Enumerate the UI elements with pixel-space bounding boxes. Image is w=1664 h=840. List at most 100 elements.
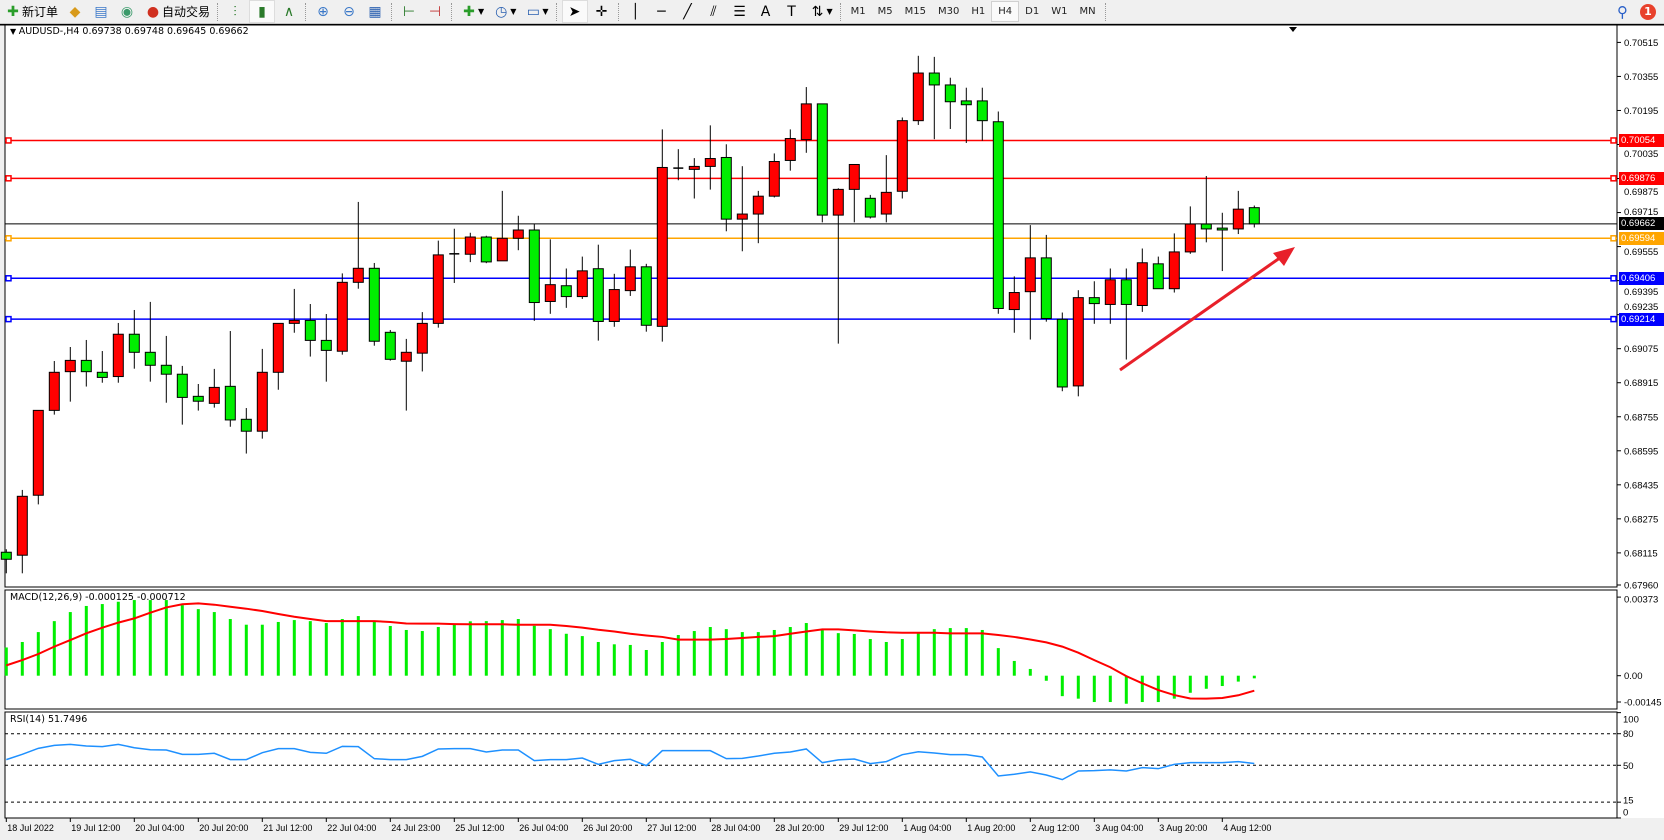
equidistant-channel-button[interactable]: ⫽	[702, 1, 726, 22]
candle-body	[384, 331, 396, 360]
macd-histogram-bar	[1028, 668, 1032, 676]
macd-histogram-bar	[260, 624, 264, 676]
candle	[112, 322, 124, 383]
auto-trading-button[interactable]: ● 自动交易	[141, 1, 213, 22]
macd-histogram-bar	[1092, 675, 1096, 703]
candle-body	[896, 120, 908, 192]
notification-badge[interactable]: 1	[1640, 3, 1656, 20]
macd-histogram-bar	[1140, 675, 1144, 703]
macd-histogram-bar	[468, 621, 472, 676]
price-tick-label: 0.68435	[1624, 480, 1658, 491]
periods-button[interactable]: ◷ ▼	[489, 1, 519, 22]
macd-histogram-bar	[804, 623, 808, 676]
timeframe-m1[interactable]: M1	[850, 6, 866, 17]
candle-body	[144, 351, 156, 366]
price-tick-label: 0.68115	[1624, 548, 1658, 559]
chart-window[interactable]: 0.70515 0.70355 0.70195 0.70035 0.69875 0.697…	[0, 24, 1664, 840]
zoom-out-button[interactable]: ⊖	[337, 1, 361, 22]
timeframe-w1[interactable]: W1	[1051, 6, 1068, 17]
candle-body	[944, 84, 956, 103]
vertical-line-button[interactable]: │	[624, 1, 648, 22]
macd-histogram-bar	[532, 625, 536, 676]
candle	[400, 338, 412, 411]
macd-histogram-bar	[244, 624, 248, 676]
cursor-button[interactable]: ➤	[561, 0, 588, 23]
candle	[336, 273, 348, 355]
fibonacci-button[interactable]: ☰	[728, 1, 752, 22]
candle-body	[336, 281, 348, 352]
candle	[688, 158, 700, 199]
timeframe-d1[interactable]: D1	[1025, 6, 1040, 17]
tile-windows-button[interactable]: ▦	[363, 1, 387, 22]
arrows-button[interactable]: ⇅ ▼	[806, 1, 836, 22]
candle-body	[576, 270, 588, 298]
candle	[32, 409, 44, 505]
toolbar-separator	[839, 2, 842, 21]
autoscroll-button[interactable]: ⊣	[423, 1, 447, 22]
candle-body	[640, 266, 652, 326]
candle	[449, 228, 460, 283]
macd-histogram-bar	[116, 601, 120, 676]
timeframe-mn[interactable]: MN	[1079, 6, 1096, 17]
candle	[288, 288, 300, 333]
timeframe-m15[interactable]: M15	[904, 6, 927, 17]
zoom-in-button[interactable]: ⊕	[311, 1, 335, 22]
navigator-button[interactable]: ▤	[89, 1, 113, 22]
new-order-button[interactable]: ✚ 新订单	[1, 1, 61, 22]
chart-area	[5, 25, 1664, 818]
macd-tick-label: 0.00	[1624, 671, 1643, 682]
indicators-button[interactable]: ✚ ▼	[457, 1, 487, 22]
macd-histogram-bar	[4, 647, 8, 676]
candle-body	[432, 254, 444, 324]
macd-histogram-bar	[1076, 675, 1080, 699]
text-button[interactable]: A	[754, 1, 778, 22]
time-tick-label: 3 Aug 04:00	[1095, 823, 1143, 833]
candle	[640, 263, 652, 332]
candle-body	[800, 103, 812, 141]
candle-body	[1024, 257, 1036, 293]
candle-body	[1136, 262, 1148, 307]
time-tick-label: 4 Aug 12:00	[1223, 823, 1271, 833]
text-label-button[interactable]: T	[780, 1, 804, 22]
candle-body	[768, 161, 780, 197]
macd-histogram-bar	[1108, 675, 1112, 703]
timeframe-h1[interactable]: H1	[971, 6, 986, 17]
time-tick-label: 26 Jul 04:00	[519, 823, 568, 833]
templates-button[interactable]: ▭ ▼	[521, 1, 551, 22]
timeframe-m5[interactable]: M5	[877, 6, 893, 17]
candle	[736, 166, 748, 252]
signals-button[interactable]: ◉	[115, 1, 139, 22]
trendline-button[interactable]: ╱	[676, 1, 700, 22]
chart-shift-button[interactable]: ⊢	[397, 1, 421, 22]
candlestick-button[interactable]: ▮	[249, 0, 276, 23]
toolbar-separator	[1104, 2, 1107, 21]
candle	[1088, 281, 1100, 324]
candle	[1168, 233, 1180, 293]
search-icon[interactable]: ⚲	[1617, 2, 1628, 21]
cursor-icon: ➤	[568, 3, 581, 20]
candle-body	[352, 267, 364, 283]
candle	[992, 111, 1004, 314]
time-tick-label: 22 Jul 04:00	[327, 823, 376, 833]
horizontal-line-icon: ─	[657, 3, 666, 20]
chart-shift-marker-icon	[1289, 27, 1297, 32]
timeframe-m30[interactable]: M30	[938, 6, 960, 17]
timeframe-h4[interactable]: H4	[991, 1, 1020, 22]
crosshair-button[interactable]: ✛	[590, 1, 614, 22]
market-watch-button[interactable]: ◆	[63, 1, 87, 22]
collapse-triangle-icon[interactable]: ▼	[10, 27, 19, 36]
candle	[560, 268, 572, 308]
candle-body	[1248, 207, 1260, 225]
candle	[80, 339, 92, 387]
horizontal-line-button[interactable]: ─	[650, 1, 674, 22]
candle-body	[992, 121, 1004, 309]
macd-histogram-bar	[788, 627, 792, 676]
candle-body	[160, 364, 172, 375]
dropdown-arrow-icon: ▼	[478, 7, 485, 16]
candle	[673, 149, 684, 181]
bar-chart-button[interactable]: ⫶	[223, 1, 247, 22]
level-anchor-handle	[5, 175, 12, 182]
line-chart-button[interactable]: ∧	[277, 1, 301, 22]
candle	[160, 335, 172, 403]
rsi-tick-label: 100	[1623, 715, 1639, 726]
